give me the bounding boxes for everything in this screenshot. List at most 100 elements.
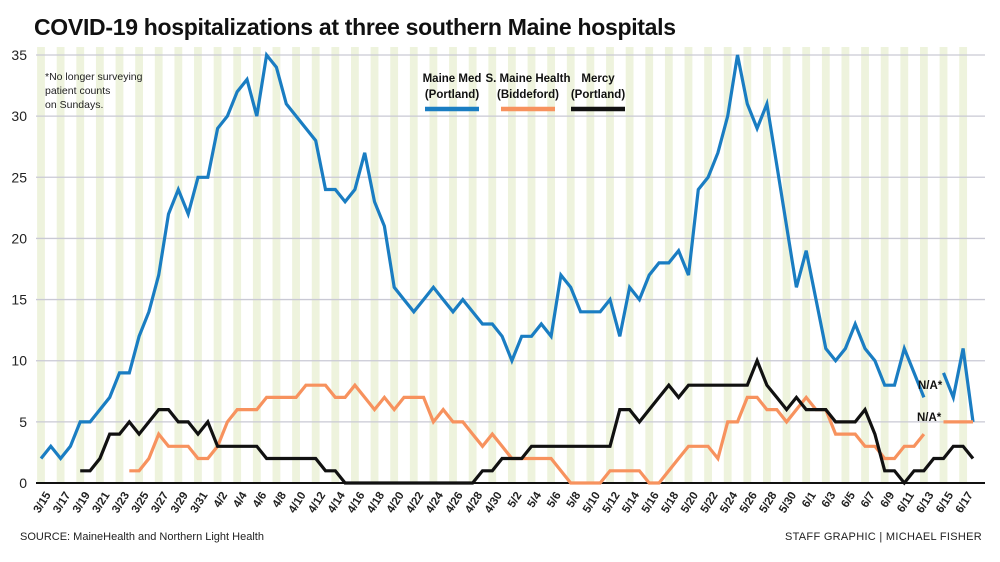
legend-item: Mercy (Portland) <box>571 73 625 112</box>
background-stripe <box>939 47 948 483</box>
x-tick-label: 5/14 <box>620 490 642 516</box>
x-tick-label: 6/1 <box>800 490 819 510</box>
background-stripe <box>900 47 909 483</box>
x-tick-label: 4/22 <box>404 490 426 515</box>
x-tick-label: 4/18 <box>365 490 387 516</box>
background-stripe <box>429 47 438 483</box>
x-tick-label: 6/7 <box>859 490 878 510</box>
y-tick-label: 25 <box>11 169 27 185</box>
background-stripe <box>390 47 399 483</box>
background-stripe <box>409 47 418 483</box>
background-stripe <box>95 47 104 483</box>
x-tick-label: 4/10 <box>287 490 309 515</box>
background-stripe <box>743 47 752 483</box>
background-stripe <box>311 47 320 483</box>
x-tick-label: 4/2 <box>212 490 231 510</box>
chart-title: COVID-19 hospitalizations at three south… <box>34 14 676 40</box>
x-tick-label: 4/28 <box>463 490 485 516</box>
background-stripe <box>527 47 536 483</box>
x-tick-label: 5/20 <box>679 490 701 515</box>
legend-item: S. Maine Health (Biddeford) <box>486 73 571 112</box>
legend-label: Maine Med <box>423 73 482 85</box>
x-tick-label: 5/2 <box>506 490 525 510</box>
x-tick-label: 3/21 <box>90 490 112 516</box>
y-tick-label: 20 <box>11 230 27 246</box>
y-tick-label: 30 <box>11 108 27 124</box>
background-stripe <box>135 47 144 483</box>
background-stripe <box>468 47 477 483</box>
background-stripe <box>351 47 359 483</box>
background-stripe <box>802 47 811 483</box>
series-s-maine-health <box>129 382 973 485</box>
x-tick-label: 6/9 <box>879 490 898 510</box>
y-tick-label: 0 <box>19 475 27 491</box>
background-stripe <box>194 47 202 483</box>
x-tick-label: 5/30 <box>777 490 799 515</box>
background-stripe <box>56 47 65 483</box>
x-tick-label: 6/5 <box>839 490 858 510</box>
background-stripe <box>861 47 869 483</box>
background-stripe <box>252 47 261 483</box>
x-tick-label: 4/4 <box>231 490 250 510</box>
series-maine-med <box>39 51 975 462</box>
x-tick-label: 3/25 <box>130 490 152 516</box>
x-tick-label: 4/24 <box>424 490 446 516</box>
x-tick-label: 5/8 <box>565 490 584 510</box>
x-tick-label: 4/26 <box>444 490 466 515</box>
background-stripe <box>547 47 556 483</box>
background-stripe <box>370 47 379 483</box>
series-line <box>80 356 975 486</box>
x-tick-label: 4/14 <box>326 490 348 516</box>
background-stripe <box>841 47 850 483</box>
x-tick-label: 6/17 <box>954 490 976 515</box>
background-stripe <box>664 47 673 483</box>
background-stripe <box>880 47 889 483</box>
series-line <box>129 382 926 485</box>
x-tick-label: 6/13 <box>915 490 937 515</box>
x-tick-label: 5/12 <box>601 490 623 515</box>
x-tick-label: 5/22 <box>699 490 721 515</box>
x-tick-label: 4/30 <box>483 490 505 515</box>
x-tick-label: 5/28 <box>758 490 780 516</box>
x-tick-label: 4/12 <box>306 490 328 515</box>
x-tick-label: 5/24 <box>718 490 740 516</box>
x-tick-label: 3/23 <box>110 490 132 515</box>
background-stripe <box>449 47 457 483</box>
x-tick-label: 4/16 <box>346 490 368 515</box>
x-tick-label: 6/11 <box>895 490 917 515</box>
na-label: N/A* <box>918 380 943 392</box>
background-stripe <box>645 47 654 483</box>
series-line <box>39 51 926 462</box>
background-stripe <box>723 47 732 483</box>
x-tick-label: 3/31 <box>189 490 211 516</box>
series-mercy <box>80 356 975 486</box>
x-tick-label: 5/18 <box>659 490 681 516</box>
x-tick-label: 3/27 <box>149 490 171 515</box>
na-label: N/A* <box>917 412 942 424</box>
legend-item: Maine Med (Portland) <box>423 73 482 112</box>
x-tick-label: 6/15 <box>934 490 956 516</box>
background-stripe <box>233 47 242 483</box>
x-tick-label: 3/29 <box>169 490 191 515</box>
x-tick-label: 5/26 <box>738 490 760 515</box>
legend-sublabel: (Biddeford) <box>497 89 559 101</box>
background-stripe <box>586 47 595 483</box>
legend-sublabel: (Portland) <box>571 89 625 101</box>
y-tick-label: 35 <box>11 47 27 63</box>
background-stripe <box>625 47 634 483</box>
background-stripe <box>566 47 575 483</box>
background-stripe <box>959 47 968 483</box>
background-stripe <box>37 47 45 483</box>
background-stripe <box>606 47 614 483</box>
x-tick-label: 3/19 <box>71 490 93 515</box>
background-stripe <box>292 47 300 483</box>
x-tick-label: 5/4 <box>525 490 544 510</box>
x-tick-label: 6/3 <box>820 490 839 510</box>
legend-label: Mercy <box>581 73 615 85</box>
background-stripe <box>213 47 222 483</box>
x-tick-label: 5/10 <box>581 490 603 515</box>
y-tick-label: 10 <box>11 353 27 369</box>
background-stripe <box>782 47 791 483</box>
x-tick-label: 3/15 <box>32 490 54 516</box>
